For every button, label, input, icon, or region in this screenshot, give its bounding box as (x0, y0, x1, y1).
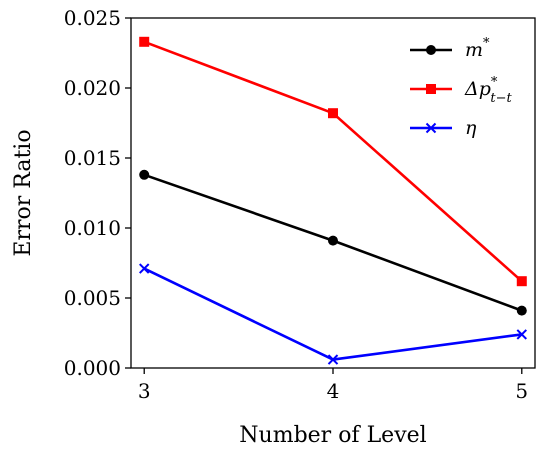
series-1 (139, 36, 527, 287)
x-marker-stroke (425, 122, 437, 134)
data-point (328, 108, 338, 119)
x-axis-label: Number of Level (239, 423, 426, 448)
y-tick-label: 0.015 (64, 146, 121, 170)
legend-marker (426, 84, 436, 94)
data-point (139, 36, 150, 47)
data-point (139, 169, 150, 180)
y-axis: 0.000 0.005 0.010 0.015 0.020 0.025 (64, 6, 131, 380)
legend-label: m* (465, 36, 490, 61)
legend-label: η (465, 117, 477, 139)
y-tick-label: 0.025 (64, 6, 121, 30)
series-layer (139, 36, 527, 365)
x-tick-label: 4 (327, 379, 340, 403)
legend-marker (425, 122, 437, 134)
x-marker-stroke (516, 329, 527, 340)
legend-marker (426, 45, 436, 55)
legend-entry: m* (410, 36, 490, 61)
y-tick-label: 0.010 (64, 216, 121, 240)
y-tick-label: 0.000 (64, 356, 121, 380)
legend-entry: η (410, 117, 477, 139)
data-point (516, 276, 527, 287)
plot-frame (130, 17, 536, 369)
data-point (328, 235, 338, 246)
x-tick-label: 5 (515, 379, 528, 403)
series-0 (139, 169, 527, 316)
x-axis: 3 4 5 (138, 368, 528, 403)
x-marker-stroke (139, 263, 150, 274)
series-2 (139, 263, 527, 365)
legend: m* Δp* t−t η (410, 36, 513, 139)
x-marker-stroke (327, 354, 339, 365)
plot-area (130, 17, 536, 369)
series-line (143, 267, 522, 361)
data-point (516, 329, 527, 340)
data-point (327, 354, 339, 365)
y-tick-label: 0.005 (64, 286, 121, 310)
data-point (139, 263, 150, 274)
x-tick-label: 3 (138, 379, 151, 403)
y-tick-label: 0.020 (64, 76, 121, 100)
legend-entry: Δp* t−t (410, 75, 513, 106)
data-point (516, 305, 527, 316)
y-axis-label: Error Ratio (11, 129, 36, 256)
legend-label: Δp* t−t (464, 75, 513, 106)
